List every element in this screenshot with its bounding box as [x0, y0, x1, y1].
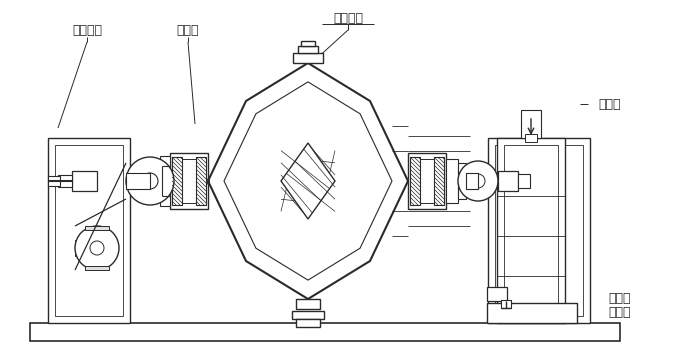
Bar: [48, 138, 130, 323]
Circle shape: [126, 157, 174, 205]
Bar: [518, 174, 530, 188]
Bar: [30, 323, 620, 341]
Polygon shape: [224, 82, 392, 280]
Bar: [296, 299, 320, 309]
Bar: [160, 156, 170, 206]
Text: 旋转接头: 旋转接头: [333, 11, 363, 25]
Text: www.czxhye.com: www.czxhye.com: [262, 176, 358, 186]
Text: 或回流: 或回流: [609, 307, 631, 319]
Bar: [504, 145, 558, 316]
Bar: [85, 266, 109, 270]
Bar: [408, 153, 446, 209]
Bar: [174, 159, 204, 203]
Bar: [293, 53, 323, 63]
Bar: [410, 157, 420, 205]
Bar: [501, 300, 511, 308]
Bar: [172, 157, 182, 205]
Bar: [170, 153, 208, 209]
Bar: [487, 287, 507, 301]
Bar: [412, 159, 442, 203]
Bar: [126, 173, 150, 189]
Bar: [301, 41, 315, 46]
Circle shape: [142, 173, 158, 189]
Bar: [434, 157, 444, 205]
Bar: [296, 319, 320, 327]
Text: 进热源: 进热源: [598, 98, 622, 110]
Bar: [196, 157, 206, 205]
Bar: [292, 311, 324, 319]
Circle shape: [75, 226, 119, 270]
Bar: [85, 226, 109, 230]
Circle shape: [90, 241, 104, 255]
Bar: [75, 240, 85, 256]
Bar: [72, 171, 97, 191]
Bar: [58, 175, 72, 187]
Bar: [466, 173, 478, 189]
Polygon shape: [281, 143, 335, 219]
Bar: [525, 134, 537, 142]
Circle shape: [458, 161, 498, 201]
Bar: [446, 159, 458, 203]
Bar: [497, 138, 565, 323]
Text: 冷凝器: 冷凝器: [609, 293, 631, 305]
Bar: [495, 145, 583, 316]
Bar: [298, 46, 318, 53]
Bar: [55, 145, 123, 316]
Bar: [48, 176, 60, 186]
Bar: [498, 171, 518, 191]
Text: 旋转接头: 旋转接头: [72, 25, 102, 37]
Text: 密封座: 密封座: [176, 25, 200, 37]
Circle shape: [471, 174, 485, 188]
Bar: [488, 138, 590, 323]
Polygon shape: [208, 63, 408, 299]
Bar: [521, 110, 541, 138]
Bar: [487, 303, 577, 323]
Bar: [458, 163, 466, 199]
